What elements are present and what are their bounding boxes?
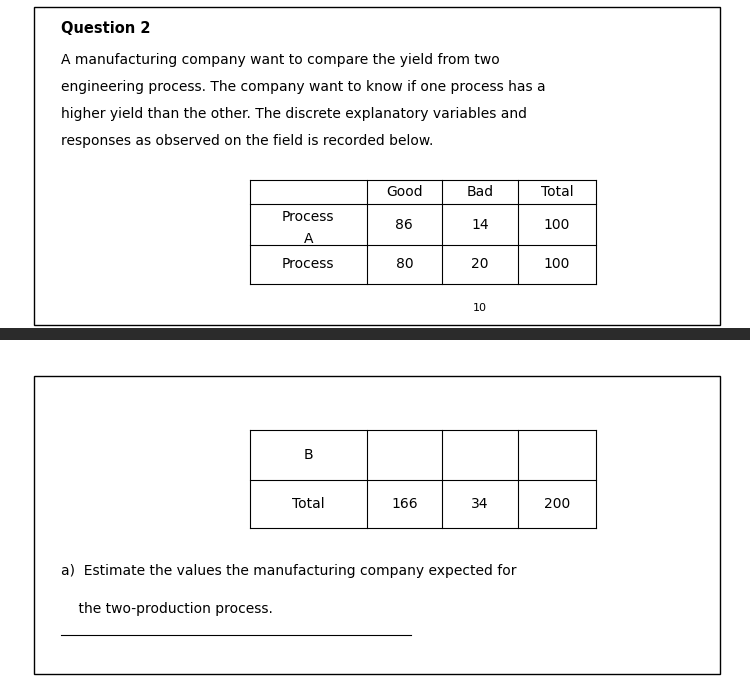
Text: Bad: Bad [466,185,494,199]
Text: Good: Good [386,185,423,199]
Text: A: A [304,232,313,246]
Text: 80: 80 [395,257,413,272]
Text: 166: 166 [391,497,418,511]
Text: engineering process. The company want to know if one process has a: engineering process. The company want to… [62,80,546,94]
Text: 34: 34 [471,497,488,511]
Text: Total: Total [541,185,573,199]
Text: higher yield than the other. The discrete explanatory variables and: higher yield than the other. The discret… [62,107,527,121]
Text: 14: 14 [471,218,488,232]
Text: 86: 86 [395,218,413,232]
Text: Total: Total [292,497,325,511]
Text: responses as observed on the field is recorded below.: responses as observed on the field is re… [62,134,433,148]
Text: 20: 20 [471,257,488,272]
Text: 200: 200 [544,497,570,511]
Text: 100: 100 [544,218,570,232]
Text: B: B [304,448,313,462]
Text: a)  Estimate the values the manufacturing company expected for: a) Estimate the values the manufacturing… [62,564,517,578]
Text: Process: Process [282,210,334,224]
Text: Process: Process [282,257,334,272]
Text: the two-production process.: the two-production process. [62,603,273,616]
Text: Question 2: Question 2 [62,21,151,36]
Text: A manufacturing company want to compare the yield from two: A manufacturing company want to compare … [62,53,500,67]
Text: 10: 10 [472,302,487,313]
Text: 100: 100 [544,257,570,272]
